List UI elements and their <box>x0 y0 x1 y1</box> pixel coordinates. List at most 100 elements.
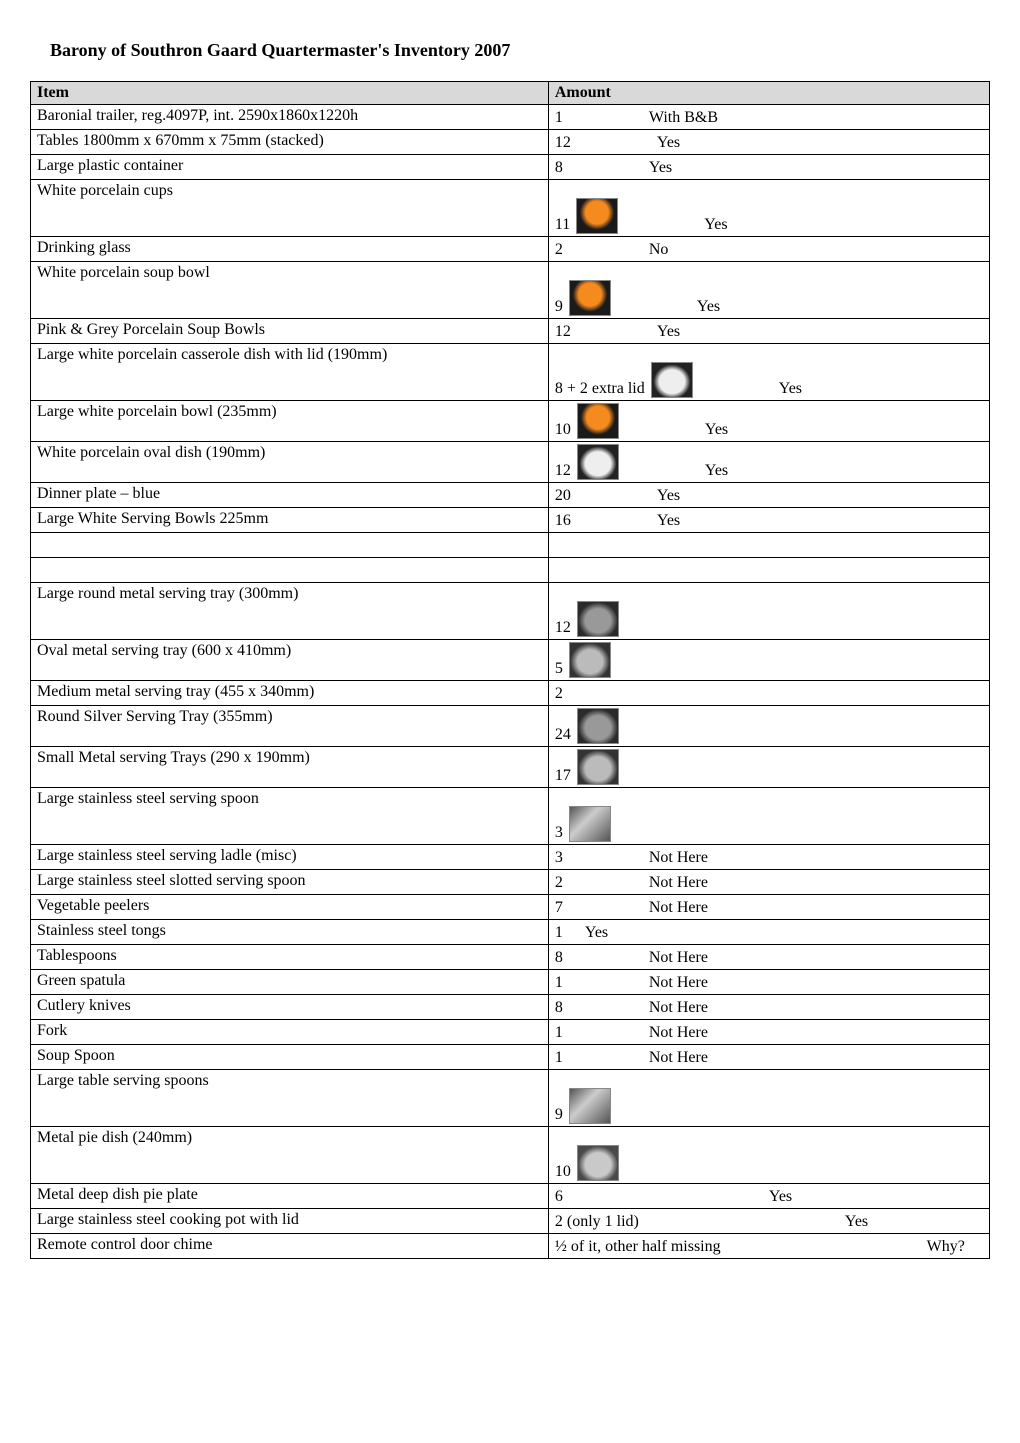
table-row: Pink & Grey Porcelain Soup Bowls12Yes <box>31 319 990 344</box>
table-row: Baronial trailer, reg.4097P, int. 2590x1… <box>31 105 990 130</box>
item-thumbnail <box>577 708 619 744</box>
amount-value: 24 <box>555 726 571 744</box>
item-cell: Round Silver Serving Tray (355mm) <box>31 706 549 747</box>
item-cell: Metal pie dish (240mm) <box>31 1127 549 1184</box>
amount-value: 12 <box>555 619 571 637</box>
amount-value: 8 <box>555 999 563 1017</box>
amount-cell: 12Yes <box>548 319 989 344</box>
table-row: Oval metal serving tray (600 x 410mm) 5 <box>31 640 990 681</box>
amount-value: 2 <box>555 874 563 892</box>
item-cell: Small Metal serving Trays (290 x 190mm) <box>31 747 549 788</box>
amount-cell: 8 Not Here <box>548 945 989 970</box>
table-row: Large table serving spoons9 <box>31 1070 990 1127</box>
item-thumbnail <box>651 362 693 398</box>
amount-value: 10 <box>555 1163 571 1181</box>
amount-cell: 5 <box>548 640 989 681</box>
table-row: White porcelain oval dish (190mm)12Yes <box>31 442 990 483</box>
item-cell: Oval metal serving tray (600 x 410mm) <box>31 640 549 681</box>
item-cell: Metal deep dish pie plate <box>31 1184 549 1209</box>
amount-cell: 3 <box>548 788 989 845</box>
item-cell: Large white porcelain bowl (235mm) <box>31 401 549 442</box>
amount-value: 8 <box>555 949 563 967</box>
table-row: Tables 1800mm x 670mm x 75mm (stacked)12… <box>31 130 990 155</box>
table-row: Remote control door chime½ of it, other … <box>31 1234 990 1259</box>
item-cell: Baronial trailer, reg.4097P, int. 2590x1… <box>31 105 549 130</box>
amount-value: 1 <box>555 974 563 992</box>
item-cell <box>31 558 549 583</box>
table-row: Dinner plate – blue20Yes <box>31 483 990 508</box>
table-row: Metal deep dish pie plate 6 Yes <box>31 1184 990 1209</box>
inventory-table: Item Amount Baronial trailer, reg.4097P,… <box>30 81 990 1259</box>
amount-cell: 20Yes <box>548 483 989 508</box>
item-cell: Green spatula <box>31 970 549 995</box>
amount-value: 12 <box>555 462 571 480</box>
item-thumbnail <box>569 806 611 842</box>
item-cell: Cutlery knives <box>31 995 549 1020</box>
table-row: Large stainless steel serving spoon3 <box>31 788 990 845</box>
amount-cell: 8Yes <box>548 155 989 180</box>
status-value: Not Here <box>649 1049 708 1067</box>
status-value: Yes <box>705 421 728 439</box>
amount-cell: 17 <box>548 747 989 788</box>
amount-cell: 10Yes <box>548 401 989 442</box>
amount-cell: 9Yes <box>548 262 989 319</box>
table-row: Large plastic container8Yes <box>31 155 990 180</box>
amount-value: 3 <box>555 849 563 867</box>
amount-cell: ½ of it, other half missingWhy? <box>548 1234 989 1259</box>
amount-value: 7 <box>555 899 563 917</box>
amount-cell: 11Yes <box>548 180 989 237</box>
status-value: Yes <box>649 159 672 177</box>
item-cell: Large round metal serving tray (300mm) <box>31 583 549 640</box>
amount-value: 12 <box>555 134 571 152</box>
table-row <box>31 558 990 583</box>
amount-value: 5 <box>555 660 563 678</box>
amount-value: 17 <box>555 767 571 785</box>
table-row: Cutlery knives8Not Here <box>31 995 990 1020</box>
status-value: Not Here <box>649 874 708 892</box>
status-value: Yes <box>769 1188 792 1206</box>
item-cell: Large stainless steel serving spoon <box>31 788 549 845</box>
amount-value: 16 <box>555 512 571 530</box>
amount-cell: 12Yes <box>548 442 989 483</box>
table-header-row: Item Amount <box>31 82 990 105</box>
amount-cell: 12 Yes <box>548 130 989 155</box>
amount-value: ½ of it, other half missing <box>555 1238 721 1256</box>
item-cell: Pink & Grey Porcelain Soup Bowls <box>31 319 549 344</box>
table-row: Large white porcelain bowl (235mm)10Yes <box>31 401 990 442</box>
table-row: Round Silver Serving Tray (355mm) 24 <box>31 706 990 747</box>
amount-value: 1 <box>555 1049 563 1067</box>
amount-cell: 1Not Here <box>548 970 989 995</box>
item-cell: Soup Spoon <box>31 1045 549 1070</box>
status-value: Not Here <box>649 849 708 867</box>
item-cell: Large white porcelain casserole dish wit… <box>31 344 549 401</box>
amount-value: 1 <box>555 1024 563 1042</box>
item-thumbnail <box>576 198 618 234</box>
col-item: Item <box>31 82 549 105</box>
status-value: Yes <box>779 380 802 398</box>
amount-cell: 1 Not Here <box>548 1045 989 1070</box>
amount-value: 1 <box>555 924 563 942</box>
amount-value: 8 + 2 extra lid <box>555 380 645 398</box>
status-value: Yes <box>657 487 680 505</box>
item-cell: Vegetable peelers <box>31 895 549 920</box>
amount-cell: 2No <box>548 237 989 262</box>
item-thumbnail <box>577 403 619 439</box>
status-value: Not Here <box>649 899 708 917</box>
item-cell: Large stainless steel slotted serving sp… <box>31 870 549 895</box>
table-row: Large stainless steel serving ladle (mis… <box>31 845 990 870</box>
status-value: Not Here <box>649 949 708 967</box>
table-row: Medium metal serving tray (455 x 340mm)2 <box>31 681 990 706</box>
status-value: Yes <box>657 323 680 341</box>
item-cell: Large stainless steel serving ladle (mis… <box>31 845 549 870</box>
table-row: White porcelain soup bowl9Yes <box>31 262 990 319</box>
table-row <box>31 533 990 558</box>
table-row: White porcelain cups11Yes <box>31 180 990 237</box>
amount-value: 6 <box>555 1188 563 1206</box>
amount-cell: 12 <box>548 583 989 640</box>
item-cell: Large plastic container <box>31 155 549 180</box>
status-value: Yes <box>657 512 680 530</box>
amount-cell: 10 <box>548 1127 989 1184</box>
amount-value: 2 <box>555 685 563 703</box>
status-value: Yes <box>657 134 680 152</box>
item-cell: Large table serving spoons <box>31 1070 549 1127</box>
